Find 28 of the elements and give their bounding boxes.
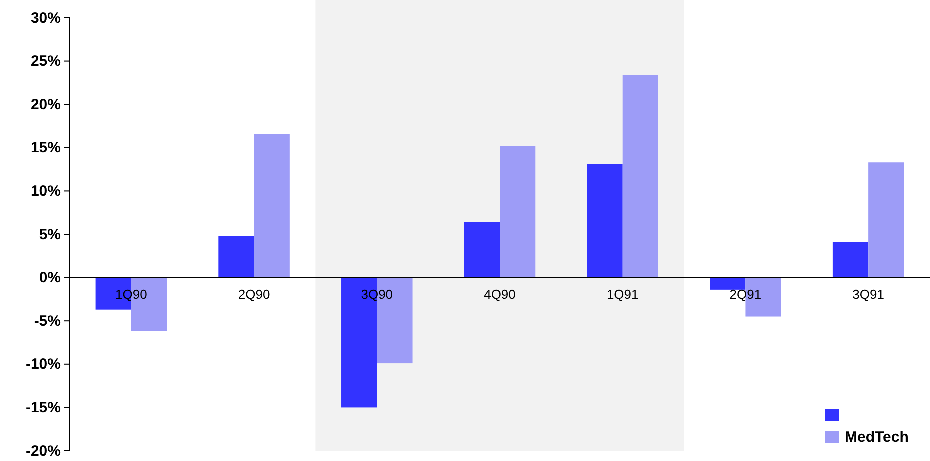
y-tick-label: 10% xyxy=(30,183,61,200)
bar xyxy=(832,242,869,278)
y-tick-label: 20% xyxy=(30,96,61,114)
y-tick-label: 25% xyxy=(30,53,61,70)
bar xyxy=(622,75,658,278)
y-tick-label: 5% xyxy=(39,226,61,244)
x-tick-label: 2Q90 xyxy=(238,287,270,302)
y-tick-label: -10% xyxy=(26,356,61,374)
bar xyxy=(868,162,904,278)
x-tick-label: 1Q91 xyxy=(606,287,639,302)
x-tick-label: 3Q91 xyxy=(852,287,884,302)
bar xyxy=(710,278,746,290)
y-tick-label: 0% xyxy=(39,270,61,287)
legend-label: MedTech xyxy=(845,429,909,446)
bar xyxy=(587,164,623,278)
y-tick-label: 15% xyxy=(30,140,61,157)
y-tick-label: -20% xyxy=(26,442,61,460)
bar xyxy=(500,146,536,278)
bar xyxy=(254,134,290,278)
bar xyxy=(464,222,500,278)
x-tick-label: 4Q90 xyxy=(484,287,516,302)
y-tick-label: -5% xyxy=(34,312,61,330)
x-tick-label: 3Q90 xyxy=(361,287,394,302)
y-tick-label: -15% xyxy=(26,400,61,416)
x-tick-label: 1Q90 xyxy=(116,287,148,302)
y-tick-label: 30% xyxy=(30,10,61,27)
x-tick-label: 2Q91 xyxy=(730,287,762,302)
bar xyxy=(218,236,254,278)
